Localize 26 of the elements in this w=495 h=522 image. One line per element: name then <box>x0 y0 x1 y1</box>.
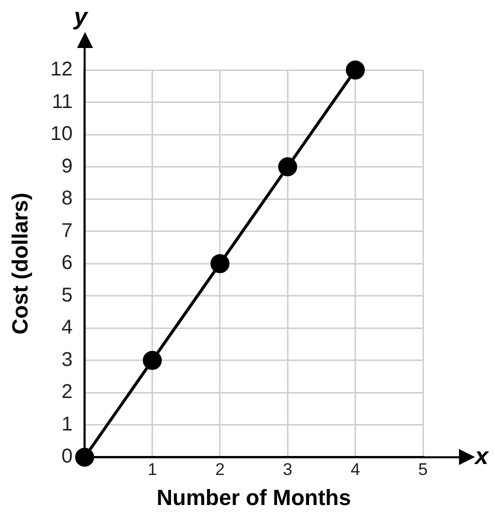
y-tick-label: 11 <box>52 90 73 113</box>
y-tick-label: 1 <box>62 413 73 436</box>
x-tick-label: 5 <box>418 460 428 480</box>
y-tick-label: 8 <box>62 188 73 210</box>
x-tick-label: 2 <box>215 460 225 480</box>
x-axis-title: Number of Months <box>156 484 351 510</box>
point <box>210 254 230 274</box>
y-tick-label: 7 <box>62 220 73 242</box>
y-tick-label: 10 <box>50 123 73 146</box>
y-tick-label: 0 <box>62 446 73 468</box>
x-tick-label: 3 <box>282 460 292 480</box>
y-tick-label: 5 <box>62 284 73 306</box>
point <box>142 350 162 370</box>
x-tick-label: 4 <box>350 460 360 480</box>
y-tick-label: 4 <box>62 316 73 339</box>
y-axis-title: Cost (dollars) <box>7 192 32 334</box>
text: x <box>473 442 490 470</box>
x-tick-label: 1 <box>148 460 158 480</box>
point <box>278 157 298 176</box>
y-tick-label: 2 <box>62 381 73 404</box>
y-tick-label: 12 <box>50 58 73 81</box>
y-tick-label: 6 <box>62 252 73 274</box>
y-tick-label: 9 <box>62 155 73 178</box>
y-tick-label: 3 <box>62 348 73 371</box>
text: y <box>72 4 89 31</box>
point <box>346 60 365 80</box>
